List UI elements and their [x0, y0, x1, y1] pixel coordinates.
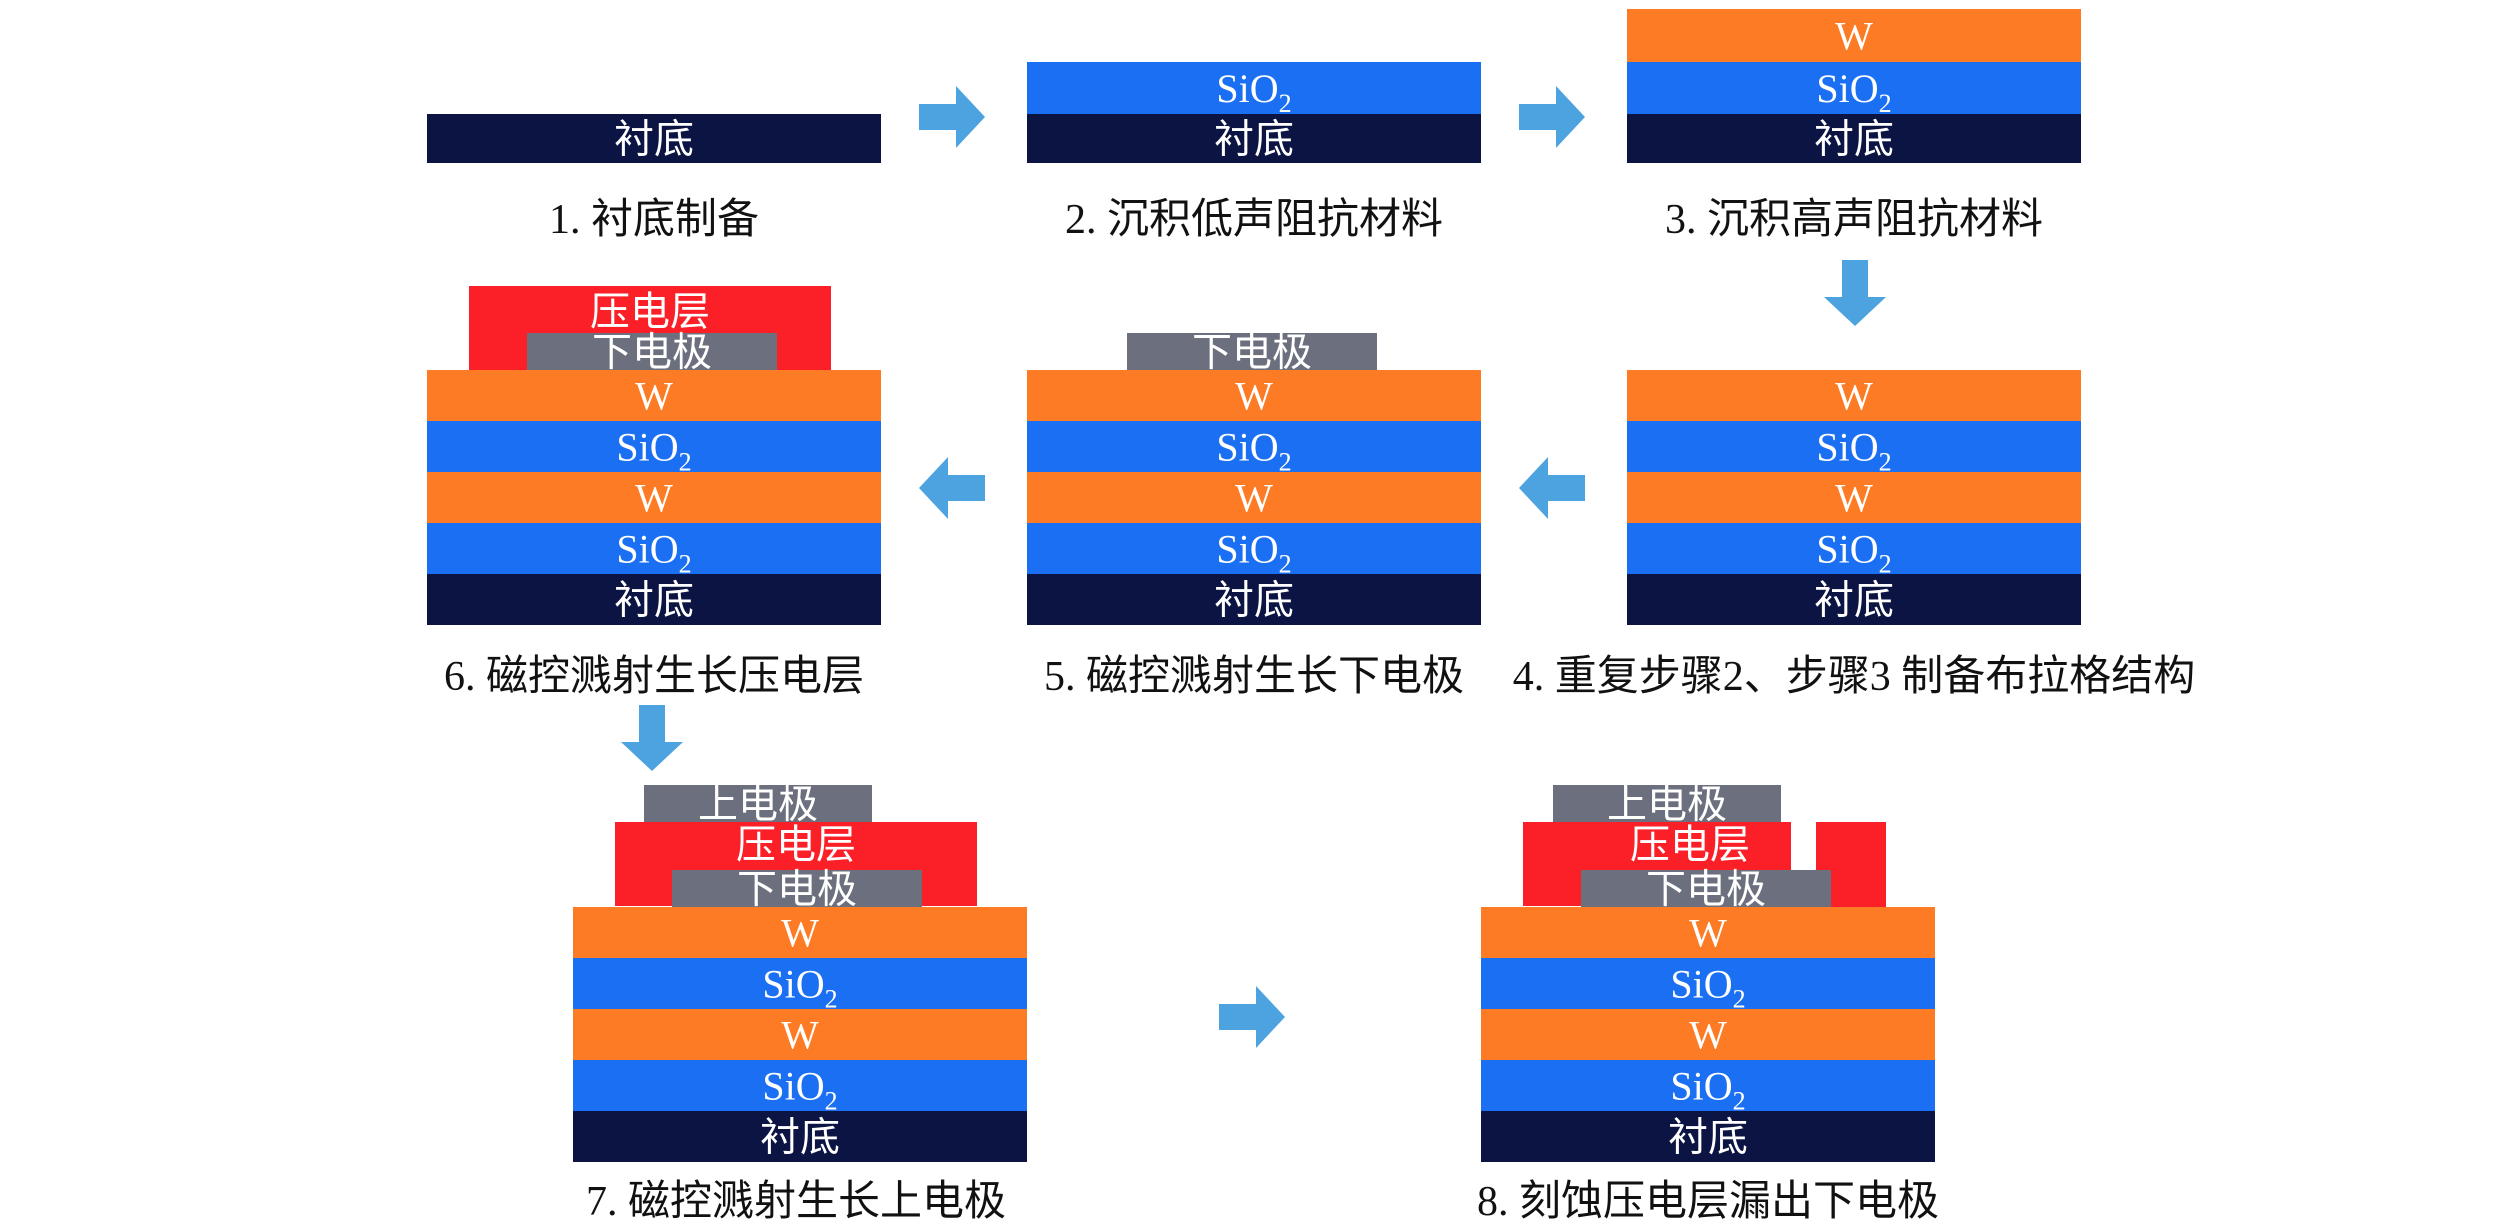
undefinedsio2-layer-2 [1027, 523, 1481, 574]
undefinedsio2-layer-1-label: SiO2 [616, 425, 691, 477]
undefinedsubstrate-layer-label: 衬底 [1668, 1115, 1748, 1160]
undefinedsio2-layer-2-label: SiO2 [616, 527, 691, 579]
step-2-sio2-layer [1027, 62, 1481, 114]
step-5-caption: 5. 磁控溅射生长下电极 [1044, 654, 1464, 700]
undefinedsio2-layer-2 [427, 523, 881, 574]
undefinedsio2-layer-1-label: SiO2 [762, 962, 837, 1014]
step-6-piezo-layer-label: 压电层 [590, 289, 710, 334]
undefinedsio2-layer-2-label: SiO2 [1816, 527, 1891, 579]
undefinedsio2-layer-2 [573, 1060, 1027, 1111]
step-1-substrate-layer [427, 114, 881, 163]
undefinedsubstrate-layer [427, 574, 881, 625]
arrow-step-2-to-3 [1519, 86, 1585, 148]
step-3-caption: 3. 沉积高声阻抗材料 [1665, 196, 2043, 243]
undefinedsio2-layer-2-label: SiO2 [1670, 1064, 1745, 1116]
undefinedsubstrate-layer [1481, 1111, 1935, 1162]
step-8-piezo-layer-label: 压电层 [1630, 822, 1750, 867]
undefinedw-layer-2-label: W [1689, 1013, 1727, 1058]
undefinedsubstrate-layer [573, 1111, 1027, 1162]
undefinedsio2-layer-2-label: SiO2 [762, 1064, 837, 1116]
step-3-w-layer-label: W [1835, 14, 1873, 59]
step-6-caption: 6. 磁控溅射生长压电层 [444, 654, 864, 700]
step-1-caption: 1. 衬底制备 [549, 197, 759, 243]
undefinedw-layer-2 [573, 1009, 1027, 1060]
undefinedw-layer-1 [1027, 370, 1481, 421]
arrow-step-5-to-6 [919, 457, 985, 519]
undefinedw-layer-1 [427, 370, 881, 421]
undefinedw-layer-2-label: W [781, 1013, 819, 1058]
undefinedsio2-layer-1 [573, 958, 1027, 1009]
step-2-sio2-layer-label: SiO2 [1216, 66, 1291, 118]
arrow-step-4-to-5 [1519, 457, 1585, 519]
step-3-sio2-layer [1627, 62, 2081, 114]
step-3-substrate-layer [1627, 114, 2081, 163]
step-4-caption: 4. 重复步骤2、步骤3 制备布拉格结构 [1513, 653, 2196, 700]
step-5-bottom-electrode-label: 下电极 [1192, 330, 1312, 375]
undefinedw-layer-1-label: W [1689, 911, 1727, 956]
step-8-caption: 8. 刻蚀压电层漏出下电极 [1477, 1179, 1939, 1222]
step-6-bottom-electrode [527, 333, 777, 370]
undefinedsubstrate-layer-label: 衬底 [1814, 578, 1894, 623]
step-3-substrate-layer-label: 衬底 [1814, 117, 1894, 162]
arrow-step-7-to-8 [1219, 986, 1285, 1048]
undefinedw-layer-2 [427, 472, 881, 523]
undefinedw-layer-1-label: W [635, 374, 673, 419]
step-2-caption: 2. 沉积低声阻抗材料 [1065, 196, 1443, 243]
undefinedw-layer-1 [1627, 370, 2081, 421]
undefinedsio2-layer-1-label: SiO2 [1670, 962, 1745, 1014]
arrow-step-1-to-2 [919, 86, 985, 148]
step-2-substrate-layer-label: 衬底 [1214, 117, 1294, 162]
step-8-bottom-electrode-label: 下电极 [1646, 867, 1766, 912]
step-5-bottom-electrode [1127, 333, 1377, 370]
undefinedw-layer-2 [1627, 472, 2081, 523]
undefinedw-layer-1-label: W [1835, 374, 1873, 419]
arrow-step-3-to-4 [1824, 260, 1886, 326]
step-3-sio2-layer-label: SiO2 [1816, 66, 1891, 118]
undefinedsubstrate-layer [1027, 574, 1481, 625]
step-1-substrate-layer-label: 衬底 [614, 117, 694, 162]
undefinedsio2-layer-2-label: SiO2 [1216, 527, 1291, 579]
undefinedsio2-layer-1 [1027, 421, 1481, 472]
step-8-top-electrode [1553, 785, 1781, 822]
step-7-top-electrode-label: 上电极 [698, 782, 818, 827]
undefinedw-layer-1-label: W [1235, 374, 1273, 419]
undefinedw-layer-1 [573, 907, 1027, 958]
undefinedw-layer-2 [1481, 1009, 1935, 1060]
undefinedsubstrate-layer [1627, 574, 2081, 625]
undefinedw-layer-2-label: W [635, 476, 673, 521]
undefinedsio2-layer-1 [1627, 421, 2081, 472]
step-3-w-layer [1627, 9, 2081, 62]
step-6-bottom-electrode-label: 下电极 [592, 330, 712, 375]
undefinedw-layer-1 [1481, 907, 1935, 958]
step-7-piezo-layer-label: 压电层 [736, 822, 856, 867]
undefinedsio2-layer-1-label: SiO2 [1816, 425, 1891, 477]
undefinedw-layer-2-label: W [1235, 476, 1273, 521]
undefinedw-layer-2-label: W [1835, 476, 1873, 521]
undefinedsio2-layer-1 [427, 421, 881, 472]
undefinedw-layer-1-label: W [781, 911, 819, 956]
step-2-substrate-layer [1027, 114, 1481, 163]
undefinedw-layer-2 [1027, 472, 1481, 523]
undefinedsubstrate-layer-label: 衬底 [1214, 578, 1294, 623]
arrow-step-6-to-7 [621, 705, 683, 771]
undefinedsubstrate-layer-label: 衬底 [760, 1115, 840, 1160]
undefinedsubstrate-layer-label: 衬底 [614, 578, 694, 623]
step-7-bottom-electrode [672, 870, 922, 907]
step-7-caption: 7. 磁控溅射生长上电极 [586, 1179, 1006, 1222]
step-7-top-electrode [644, 785, 872, 822]
undefinedsio2-layer-2 [1481, 1060, 1935, 1111]
step-7-bottom-electrode-label: 下电极 [737, 867, 857, 912]
undefinedsio2-layer-1 [1481, 958, 1935, 1009]
undefinedsio2-layer-1-label: SiO2 [1216, 425, 1291, 477]
undefinedsio2-layer-2 [1627, 523, 2081, 574]
step-8-bottom-electrode [1581, 870, 1831, 907]
step-8-top-electrode-label: 上电极 [1607, 782, 1727, 827]
